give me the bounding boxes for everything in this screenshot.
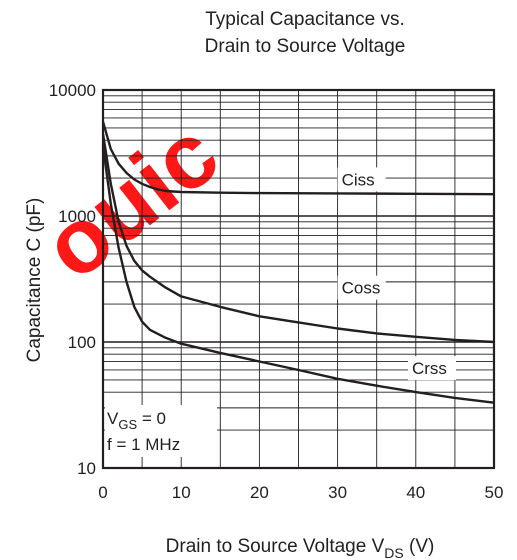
x-tick-label: 40 bbox=[406, 483, 425, 502]
series-label-ciss: Ciss bbox=[342, 170, 375, 189]
x-axis-label: Drain to Source Voltage VDS (V) bbox=[166, 536, 435, 560]
series-label-crss: Crss bbox=[412, 359, 447, 378]
annotation-frequency: f = 1 MHz bbox=[107, 435, 180, 454]
x-tick-label: 50 bbox=[485, 483, 504, 502]
plot-frame bbox=[101, 88, 496, 470]
x-tick-label: 20 bbox=[250, 483, 269, 502]
annotation-vgs-main: V bbox=[107, 409, 119, 428]
y-tick-label: 10000 bbox=[49, 81, 96, 100]
series-line-crss bbox=[101, 145, 495, 404]
watermark: ouic bbox=[25, 102, 237, 299]
x-axis-label-tail: (V) bbox=[404, 536, 435, 557]
y-axis-label: Capacitance C (pF) bbox=[24, 198, 45, 363]
chart-title-line-1: Typical Capacitance vs. bbox=[205, 9, 405, 30]
annotation-vgs: VGS = 0 bbox=[107, 409, 166, 432]
series-line-ciss bbox=[101, 121, 495, 196]
annotation-vgs-sub: GS bbox=[118, 417, 137, 432]
chart-title-line-2: Drain to Source Voltage bbox=[205, 36, 406, 57]
x-axis-label-sub: DS bbox=[384, 545, 403, 560]
x-tick-label: 10 bbox=[172, 483, 191, 502]
y-tick-label: 100 bbox=[68, 333, 96, 352]
annotation-vgs-tail: = 0 bbox=[137, 409, 166, 428]
x-tick-label: 0 bbox=[98, 483, 107, 502]
y-tick-label: 10 bbox=[77, 459, 96, 478]
series-label-coss: Coss bbox=[342, 279, 381, 298]
y-tick-label: 1000 bbox=[58, 207, 96, 226]
x-axis-label-main: Drain to Source Voltage V bbox=[166, 536, 385, 557]
series-line-coss bbox=[101, 133, 495, 344]
x-tick-label: 30 bbox=[328, 483, 347, 502]
series-lines bbox=[101, 121, 495, 404]
